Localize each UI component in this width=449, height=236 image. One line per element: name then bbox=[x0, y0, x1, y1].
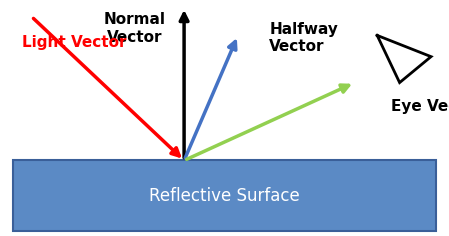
Text: Reflective Surface: Reflective Surface bbox=[149, 187, 300, 205]
FancyBboxPatch shape bbox=[13, 160, 436, 231]
Text: Eye Vector: Eye Vector bbox=[391, 99, 449, 114]
Text: Normal
Vector: Normal Vector bbox=[104, 12, 166, 45]
Text: Halfway
Vector: Halfway Vector bbox=[269, 21, 338, 54]
Text: Light Vector: Light Vector bbox=[22, 35, 127, 50]
